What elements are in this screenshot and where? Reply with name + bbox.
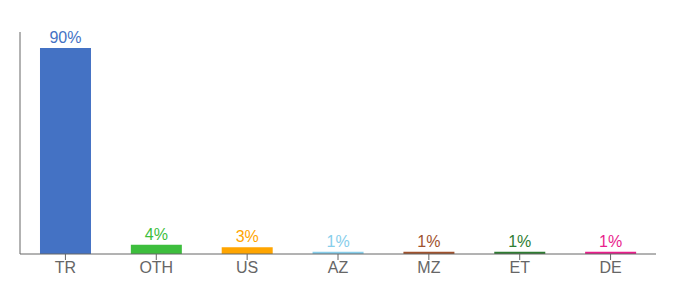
svg-text:90%: 90%	[49, 29, 81, 46]
svg-text:ET: ET	[509, 259, 530, 276]
svg-text:TR: TR	[55, 259, 76, 276]
svg-text:4%: 4%	[145, 226, 168, 243]
svg-text:1%: 1%	[599, 233, 622, 250]
svg-text:DE: DE	[599, 259, 621, 276]
svg-text:OTH: OTH	[139, 259, 173, 276]
svg-text:MZ: MZ	[417, 259, 440, 276]
svg-text:US: US	[236, 259, 258, 276]
svg-text:1%: 1%	[326, 233, 349, 250]
svg-text:1%: 1%	[417, 233, 440, 250]
svg-text:3%: 3%	[236, 228, 259, 245]
svg-text:AZ: AZ	[328, 259, 349, 276]
svg-text:1%: 1%	[508, 233, 531, 250]
